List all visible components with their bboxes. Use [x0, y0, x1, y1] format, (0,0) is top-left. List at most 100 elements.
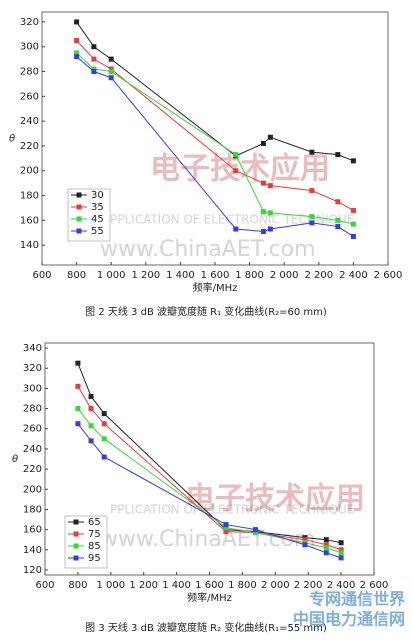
corner-text: 专网通信世界 — [309, 590, 405, 609]
marker — [267, 226, 273, 232]
x-tick-label: 1 200 — [131, 270, 160, 281]
y-tick-label: 300 — [23, 383, 42, 394]
y-tick-label: 340 — [23, 343, 42, 354]
x-tick-label: 2 600 — [360, 580, 389, 591]
y-tick-label: 180 — [23, 504, 42, 515]
marker — [350, 221, 356, 227]
marker — [260, 229, 266, 235]
y-tick-label: 280 — [20, 67, 39, 78]
marker — [91, 56, 97, 62]
y-tick-label: 160 — [23, 525, 42, 536]
legend-marker — [73, 519, 79, 525]
series-line — [76, 52, 354, 225]
corner-text: 中国电力通信网 — [293, 610, 405, 629]
y-tick-label: 220 — [20, 141, 39, 152]
y-tick-label: 240 — [23, 444, 42, 455]
legend-label: 65 — [88, 517, 101, 528]
y-tick-label: 120 — [23, 565, 42, 576]
marker — [338, 555, 344, 561]
legend-marker — [76, 192, 82, 198]
y-tick-label: 280 — [23, 404, 42, 415]
marker — [338, 540, 344, 546]
legend-label: 85 — [88, 541, 101, 552]
marker — [101, 454, 107, 460]
marker — [335, 199, 341, 205]
x-tick-label: 2 600 — [374, 270, 403, 281]
x-tick-label: 2 400 — [339, 270, 368, 281]
series-line — [76, 21, 354, 162]
marker — [233, 168, 239, 174]
marker — [101, 411, 107, 417]
x-tick-label: 1 400 — [162, 580, 191, 591]
series-line — [77, 386, 342, 551]
y-axis-label: θ — [9, 134, 15, 145]
marker — [350, 158, 356, 164]
x-axis-label: 频率/MHz — [193, 281, 238, 294]
marker — [335, 152, 341, 158]
legend-box — [64, 515, 108, 569]
x-tick-label: 2 200 — [304, 270, 333, 281]
x-tick-label: 1 600 — [195, 580, 224, 591]
marker — [302, 542, 308, 548]
marker — [323, 542, 329, 548]
y-tick-label: 200 — [23, 484, 42, 495]
marker — [253, 530, 259, 536]
y-tick-label: 240 — [20, 116, 39, 127]
marker — [260, 180, 266, 186]
caption: 图 3 天线 3 dB 波瓣宽度随 R₂ 变化曲线(R₁=55 mm) — [85, 621, 327, 634]
y-tick-label: 320 — [23, 363, 42, 374]
marker — [74, 54, 80, 60]
marker — [75, 360, 81, 366]
legend-label: 55 — [91, 226, 104, 237]
marker — [75, 383, 81, 389]
y-tick-label: 260 — [23, 424, 42, 435]
y-tick-label: 300 — [20, 42, 39, 53]
x-tick-label: 600 — [35, 580, 54, 591]
marker — [75, 421, 81, 427]
watermark-logo: 电子技术应用 — [185, 482, 365, 517]
marker — [267, 210, 273, 216]
watermark-logo: 电子技术应用 — [150, 152, 330, 187]
y-tick-label: 180 — [20, 191, 39, 202]
marker — [260, 209, 266, 215]
marker — [309, 188, 315, 194]
x-tick-label: 600 — [32, 270, 51, 281]
x-tick-label: 1 800 — [228, 580, 257, 591]
legend-label: 75 — [88, 529, 101, 540]
marker — [74, 38, 80, 44]
marker — [233, 152, 239, 158]
marker — [88, 423, 94, 429]
legend-marker — [73, 543, 79, 549]
marker — [323, 537, 329, 543]
series-line — [76, 56, 354, 237]
x-tick-label: 1 600 — [201, 270, 230, 281]
watermark-text: www.ChinaAET.com — [100, 237, 316, 262]
y-tick-label: 220 — [23, 464, 42, 475]
watermark-text: PPLICATION OF ELECTRONIC TECHNIQUE — [110, 503, 354, 517]
caption: 图 2 天线 3 dB 波瓣宽度随 R₁ 变化曲线(R₂=60 mm) — [85, 305, 327, 318]
legend-label: 30 — [91, 190, 104, 201]
marker — [267, 134, 273, 140]
legend-label: 45 — [91, 214, 104, 225]
x-axis-label: 频率/MHz — [187, 591, 232, 604]
marker — [223, 522, 229, 528]
x-tick-label: 2 000 — [270, 270, 299, 281]
marker — [75, 406, 81, 412]
x-tick-label: 800 — [68, 580, 87, 591]
legend-marker — [73, 555, 79, 561]
marker — [101, 421, 107, 427]
x-tick-label: 1 400 — [166, 270, 195, 281]
legend-label: 95 — [88, 553, 101, 564]
marker — [223, 525, 229, 531]
legend-box — [67, 188, 111, 242]
marker — [350, 207, 356, 213]
watermark-text: PPLICATION OF ELECTRONIC TECHNIQUE — [110, 213, 354, 227]
marker — [323, 550, 329, 556]
marker — [88, 406, 94, 412]
marker — [323, 545, 329, 551]
marker — [350, 233, 356, 239]
marker — [223, 529, 229, 535]
marker — [108, 56, 114, 62]
legend-marker — [73, 531, 79, 537]
marker — [302, 537, 308, 543]
